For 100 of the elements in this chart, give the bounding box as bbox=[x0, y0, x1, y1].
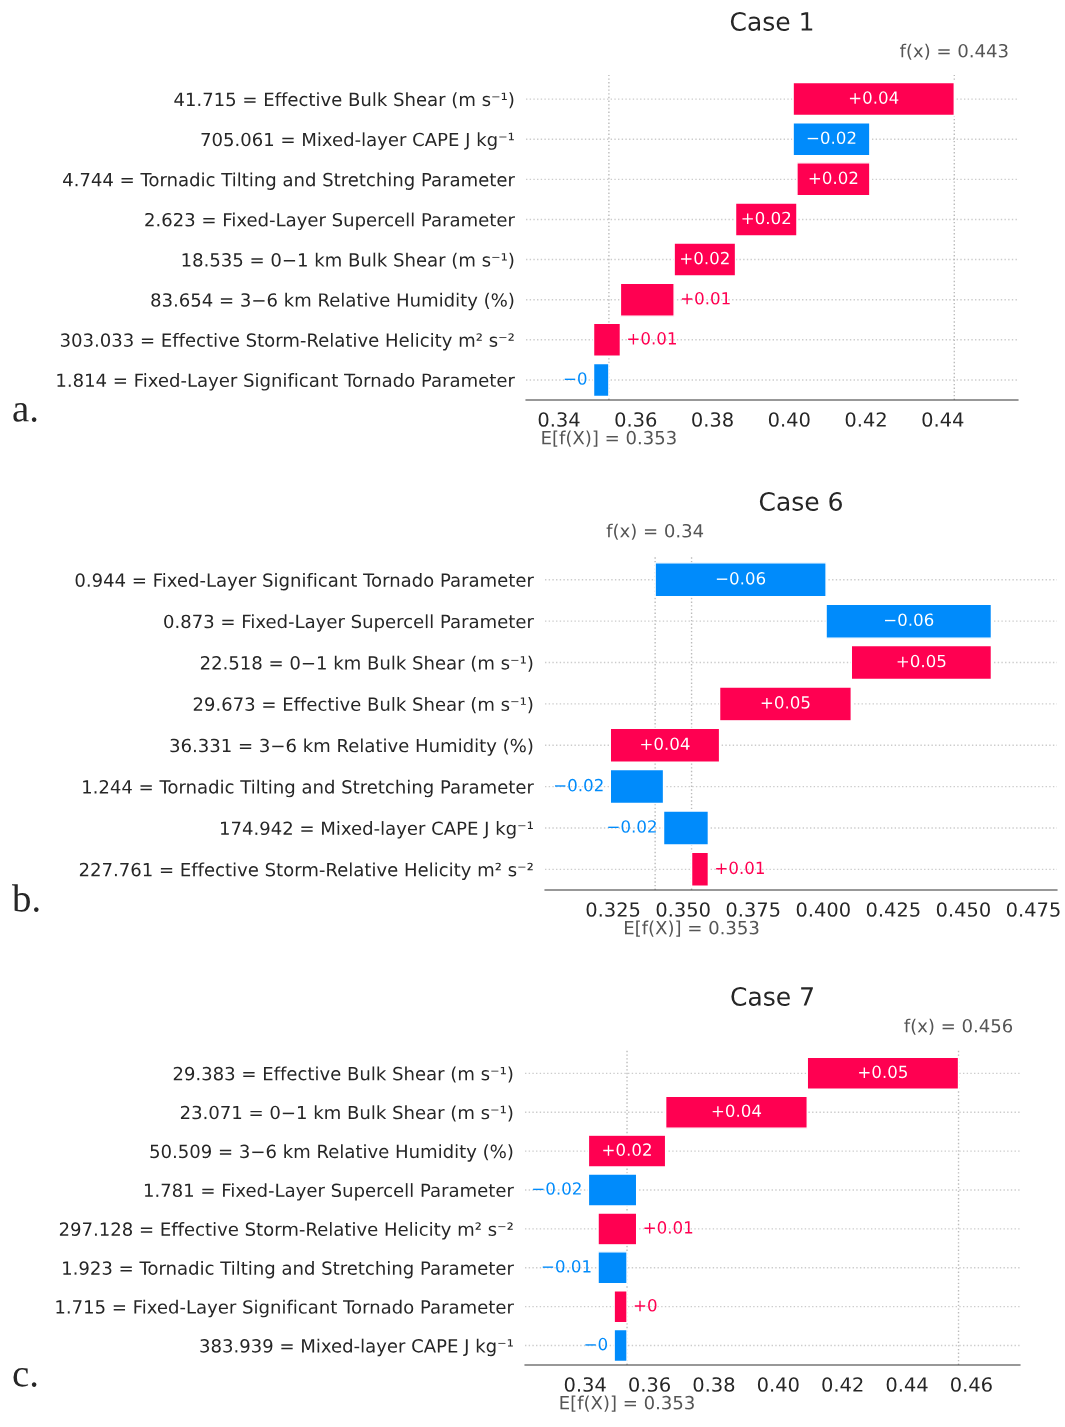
y-tick-label: 36.331 = 3−6 km Relative Humidity (%) bbox=[170, 738, 533, 756]
y-tick-label: 1.923 = Tornadic Tilting and Stretching Parameter bbox=[63, 1260, 514, 1279]
y-tick-label: 227.761 = Effective Storm-Relative Helicity m² s⁻² bbox=[79, 862, 533, 880]
bar bbox=[806, 1056, 960, 1090]
bar bbox=[662, 810, 710, 846]
y-tick-label: 1.715 = Fixed-Layer Significant Tornado Parameter bbox=[56, 1299, 514, 1318]
y-tick-label: 29.673 = Effective Bulk Shear (m s⁻¹) bbox=[193, 697, 533, 714]
y-tick-label: 83.654 = 3−6 km Relative Humidity (%) bbox=[151, 292, 514, 311]
x-tick-label: 0.44 bbox=[922, 412, 964, 427]
ref-line-label: f(x) = 0.34 bbox=[606, 523, 704, 540]
bar bbox=[718, 686, 852, 722]
data-label: +0.01 bbox=[716, 861, 764, 875]
bar bbox=[825, 603, 993, 639]
data-label: −0.01 bbox=[542, 1260, 591, 1273]
data-label: +0.01 bbox=[644, 1221, 693, 1234]
x-tick-label: 0.38 bbox=[692, 412, 733, 427]
y-tick-label: 383.939 = Mixed-layer CAPE J kg⁻¹ bbox=[200, 1338, 513, 1357]
chart-title: Case 1 bbox=[730, 12, 813, 31]
data-label: −0 bbox=[564, 372, 587, 385]
y-tick-label: 23.071 = 0−1 km Bulk Shear (m s⁻¹) bbox=[180, 1105, 513, 1122]
data-label: −0.06 bbox=[716, 572, 766, 585]
ref-line-label: E[f(X)] = 0.353 bbox=[625, 920, 759, 937]
x-tick-label: 0.34 bbox=[564, 1377, 606, 1392]
x-tick-label: 0.450 bbox=[936, 902, 990, 917]
y-tick-label: 50.509 = 3−6 km Relative Humidity (%) bbox=[150, 1144, 513, 1162]
bar bbox=[792, 81, 955, 117]
y-tick-label: 0.944 = Fixed-Layer Significant Tornado Parameter bbox=[75, 572, 534, 591]
ref-line-label: f(x) = 0.456 bbox=[904, 1018, 1013, 1035]
x-tick-label: 0.42 bbox=[845, 412, 886, 427]
bar bbox=[619, 282, 675, 317]
data-label: +0.02 bbox=[809, 171, 858, 185]
bar bbox=[850, 644, 993, 681]
bar bbox=[673, 242, 737, 277]
ref-line-label: E[f(X)] = 0.353 bbox=[542, 430, 676, 447]
x-tick-label: 0.350 bbox=[656, 902, 710, 917]
data-label: +0.05 bbox=[859, 1065, 907, 1079]
bar bbox=[597, 1251, 628, 1285]
bar bbox=[734, 202, 798, 237]
x-tick-label: 0.34 bbox=[538, 412, 580, 427]
y-tick-label: 0.873 = Fixed-Layer Supercell Parameter bbox=[164, 614, 534, 632]
x-tick-label: 0.36 bbox=[629, 1377, 670, 1392]
y-tick-label: 22.518 = 0−1 km Bulk Shear (m s⁻¹) bbox=[200, 655, 533, 672]
bar bbox=[664, 1095, 808, 1129]
data-label: +0.02 bbox=[742, 211, 791, 225]
chart-title: Case 7 bbox=[731, 987, 813, 1006]
y-tick-label: 4.744 = Tornadic Tilting and Stretching Parameter bbox=[63, 172, 515, 190]
data-label: −0.02 bbox=[533, 1182, 581, 1195]
bar bbox=[587, 1134, 667, 1168]
data-label: +0.05 bbox=[761, 696, 810, 709]
bar bbox=[796, 162, 871, 197]
x-tick-label: 0.475 bbox=[1006, 902, 1060, 917]
y-tick-label: 705.061 = Mixed-layer CAPE J kg⁻¹ bbox=[201, 132, 514, 150]
x-tick-label: 0.40 bbox=[768, 412, 810, 427]
x-tick-label: 0.400 bbox=[796, 902, 850, 917]
data-label: −0.06 bbox=[884, 613, 934, 627]
bar bbox=[587, 1173, 638, 1207]
data-label: −0.02 bbox=[554, 778, 603, 792]
ref-line-label: f(x) = 0.443 bbox=[899, 43, 1008, 60]
bar bbox=[613, 1290, 628, 1324]
x-tick-label: 0.44 bbox=[886, 1377, 928, 1392]
data-label: +0.05 bbox=[897, 654, 946, 668]
y-tick-label: 2.623 = Fixed-Layer Supercell Parameter bbox=[145, 212, 515, 231]
bar bbox=[613, 1328, 628, 1363]
bar bbox=[592, 322, 622, 357]
y-tick-label: 41.715 = Effective Bulk Shear (m s⁻¹) bbox=[174, 92, 514, 109]
y-tick-label: 1.781 = Fixed-Layer Supercell Parameter bbox=[144, 1183, 514, 1201]
data-label: +0 bbox=[634, 1298, 657, 1312]
data-label: +0.02 bbox=[603, 1143, 651, 1156]
bar bbox=[654, 562, 827, 598]
y-tick-label: 18.535 = 0−1 km Bulk Shear (m s⁻¹) bbox=[182, 252, 514, 269]
x-tick-label: 0.36 bbox=[615, 412, 657, 427]
y-tick-label: 1.814 = Fixed-Layer Significant Tornado Parameter bbox=[57, 373, 515, 391]
x-tick-label: 0.425 bbox=[866, 902, 920, 917]
data-label: +0.02 bbox=[681, 251, 729, 265]
bar bbox=[609, 768, 665, 805]
y-tick-label: 29.383 = Effective Bulk Shear (m s⁻¹) bbox=[173, 1066, 513, 1083]
text: c. bbox=[13, 1368, 37, 1387]
data-label: +0.01 bbox=[681, 291, 730, 305]
text: a. bbox=[13, 403, 37, 422]
bar bbox=[690, 851, 710, 887]
x-tick-label: 0.375 bbox=[726, 902, 780, 917]
data-label: −0 bbox=[585, 1337, 608, 1351]
x-tick-label: 0.325 bbox=[586, 902, 640, 917]
x-tick-label: 0.46 bbox=[951, 1377, 992, 1392]
bar bbox=[597, 1212, 638, 1246]
x-tick-label: 0.38 bbox=[693, 1377, 735, 1392]
data-label: −0.02 bbox=[807, 131, 856, 145]
bar bbox=[609, 727, 721, 763]
data-label: −0.02 bbox=[608, 820, 656, 833]
ref-line-label: E[f(X)] = 0.353 bbox=[560, 1395, 694, 1412]
x-tick-label: 0.40 bbox=[757, 1377, 799, 1392]
y-tick-label: 174.942 = Mixed-layer CAPE J kg⁻¹ bbox=[221, 821, 533, 839]
text: b. bbox=[12, 884, 39, 912]
y-tick-label: 297.128 = Effective Storm-Relative Helicity m² s⁻² bbox=[59, 1222, 513, 1240]
data-label: +0.04 bbox=[712, 1104, 762, 1118]
data-label: +0.04 bbox=[849, 91, 899, 104]
y-tick-label: 1.244 = Tornadic Tilting and Stretching Parameter bbox=[83, 779, 534, 798]
bar bbox=[592, 362, 610, 398]
chart-title: Case 6 bbox=[759, 492, 842, 511]
data-label: +0.01 bbox=[628, 332, 676, 345]
